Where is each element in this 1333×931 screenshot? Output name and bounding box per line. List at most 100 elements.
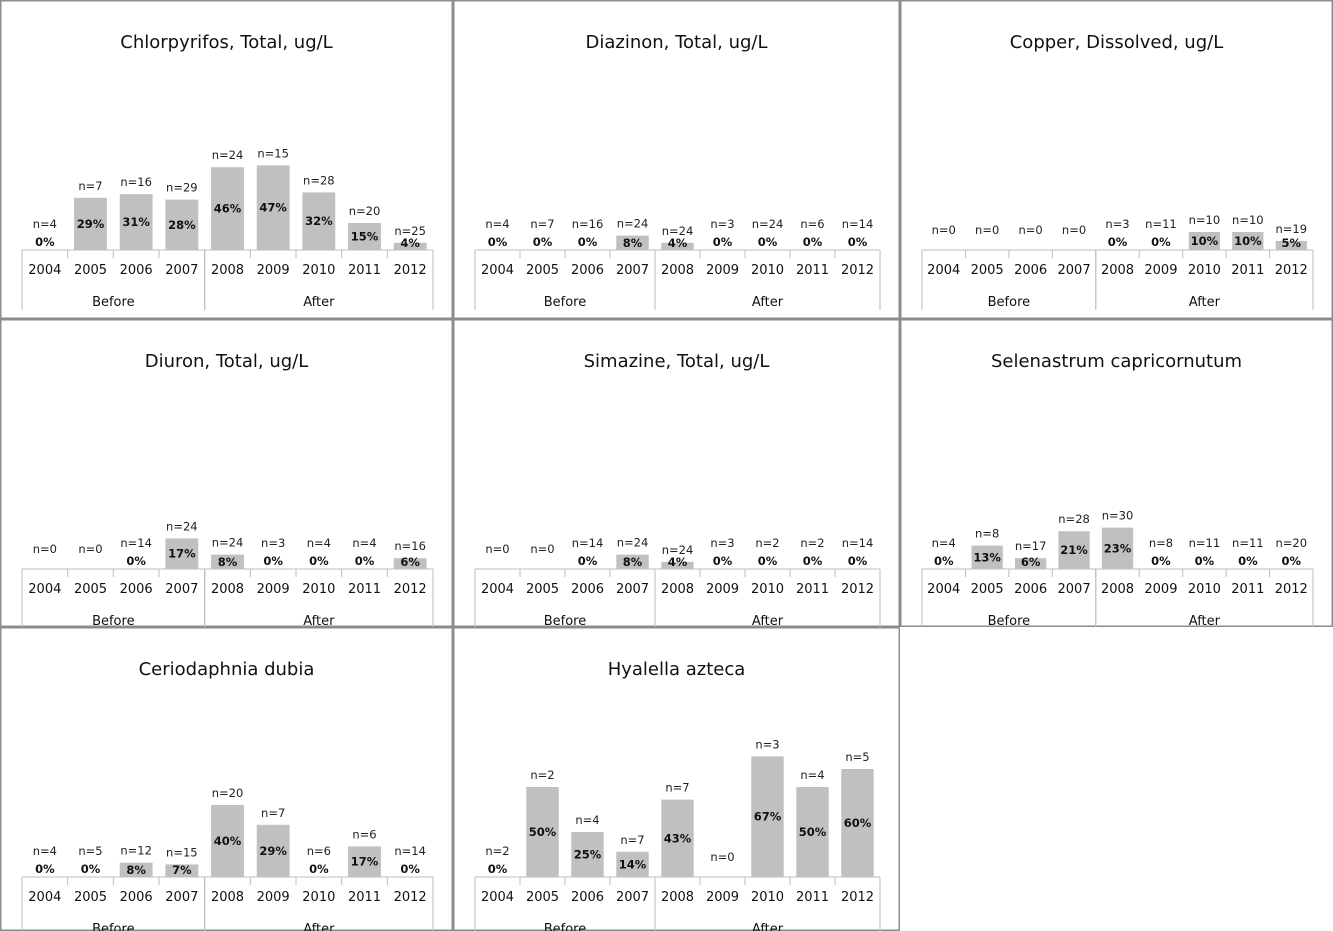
n-label: n=20: [349, 204, 381, 218]
n-label: n=11: [1232, 536, 1264, 550]
n-label: n=28: [303, 173, 335, 187]
chart-svg: Chlorpyrifos, Total, ug/L Before After n=4 0…: [0, 0, 453, 319]
n-label: n=12: [120, 844, 152, 858]
value-label: 10%: [1191, 234, 1219, 248]
value-label: 0%: [355, 554, 375, 568]
value-label: 0%: [126, 554, 146, 568]
x-tick-label: 2004: [28, 890, 61, 905]
x-tick-label: 2008: [661, 582, 694, 597]
bar: [971, 545, 1003, 569]
value-label: 17%: [168, 547, 196, 561]
n-label: n=4: [575, 813, 599, 827]
group-label: After: [303, 614, 335, 627]
n-label: n=0: [33, 542, 57, 556]
n-label: n=20: [212, 786, 244, 800]
x-tick-label: 2005: [526, 263, 559, 278]
n-label: n=0: [975, 223, 999, 237]
n-label: n=7: [620, 833, 644, 847]
x-tick-label: 2005: [74, 890, 107, 905]
bar: [119, 862, 153, 877]
value-label: 23%: [1104, 541, 1132, 555]
n-label: n=10: [1189, 213, 1221, 227]
x-tick-label: 2008: [211, 890, 244, 905]
x-tick-label: 2006: [571, 890, 604, 905]
x-tick-label: 2004: [481, 582, 514, 597]
x-tick-label: 2009: [257, 890, 290, 905]
value-label: 0%: [488, 235, 508, 249]
x-tick-label: 2009: [706, 890, 739, 905]
chart-panel-2: Diazinon, Total, ug/L Before After n=4 0% 200…: [453, 0, 900, 319]
x-tick-label: 2009: [1144, 263, 1177, 278]
value-label: 0%: [309, 554, 329, 568]
x-tick-label: 2007: [165, 263, 198, 278]
group-label: Before: [988, 295, 1031, 310]
x-tick-label: 2006: [571, 263, 604, 278]
value-label: 0%: [1108, 235, 1128, 249]
chart-title: Chlorpyrifos, Total, ug/L: [120, 32, 332, 53]
x-tick-label: 2007: [616, 263, 649, 278]
group-label: After: [303, 295, 335, 310]
chart-svg: Selenastrum capricornutum Before After n=4 0…: [900, 319, 1333, 627]
x-tick-label: 2012: [394, 582, 427, 597]
n-label: n=28: [1058, 512, 1090, 526]
n-label: n=4: [33, 217, 57, 231]
n-label: n=15: [257, 146, 289, 160]
value-label: 0%: [848, 554, 868, 568]
value-label: 6%: [1021, 555, 1041, 569]
x-tick-label: 2006: [120, 582, 153, 597]
value-label: 7%: [172, 863, 192, 877]
bar: [393, 242, 427, 250]
bar: [751, 756, 784, 877]
n-label: n=14: [120, 536, 152, 550]
value-label: 15%: [351, 230, 379, 244]
group-label: Before: [92, 295, 135, 310]
bar: [211, 167, 244, 250]
chart-svg: Simazine, Total, ug/L Before After n=0 2004 n…: [453, 319, 900, 627]
chart-panel-1: Chlorpyrifos, Total, ug/L Before After n=4 0…: [0, 0, 453, 319]
value-label: 8%: [218, 555, 238, 569]
x-tick-label: 2010: [1188, 263, 1221, 278]
x-tick-label: 2009: [1144, 582, 1177, 597]
x-tick-label: 2012: [841, 890, 874, 905]
value-label: 0%: [758, 235, 778, 249]
panel-border: [900, 319, 1333, 627]
x-tick-label: 2004: [927, 263, 960, 278]
n-label: n=24: [166, 519, 198, 533]
x-tick-label: 2006: [571, 582, 604, 597]
value-label: 13%: [973, 550, 1001, 564]
n-label: n=3: [710, 536, 734, 550]
value-label: 0%: [1151, 235, 1171, 249]
group-label: After: [752, 295, 784, 310]
n-label: n=24: [212, 536, 244, 550]
group-label: After: [752, 922, 784, 931]
x-tick-label: 2010: [751, 890, 784, 905]
n-label: n=20: [1275, 536, 1307, 550]
chart-svg: Ceriodaphnia dubia Before After n=4 0% 2004 n=…: [0, 627, 453, 931]
x-tick-label: 2005: [971, 263, 1004, 278]
n-label: n=15: [166, 845, 198, 859]
group-label: Before: [544, 295, 587, 310]
x-tick-label: 2008: [211, 582, 244, 597]
value-label: 60%: [844, 816, 872, 830]
x-tick-label: 2006: [120, 890, 153, 905]
panel-border: [0, 627, 453, 931]
value-label: 31%: [122, 215, 150, 229]
n-label: n=2: [485, 844, 509, 858]
value-label: 8%: [623, 555, 643, 569]
n-label: n=14: [842, 536, 874, 550]
bar: [1014, 558, 1047, 569]
value-label: 0%: [578, 235, 598, 249]
bar: [526, 787, 559, 877]
bar: [302, 192, 336, 250]
chart-title: Simazine, Total, ug/L: [584, 351, 770, 372]
bar: [1058, 531, 1090, 569]
value-label: 10%: [1234, 234, 1262, 248]
value-label: 43%: [664, 831, 692, 845]
chart-title: Hyalella azteca: [608, 659, 746, 680]
bar: [661, 561, 694, 569]
x-tick-label: 2007: [1058, 582, 1091, 597]
bar: [661, 799, 694, 877]
x-tick-label: 2007: [165, 582, 198, 597]
value-label: 0%: [81, 862, 101, 876]
